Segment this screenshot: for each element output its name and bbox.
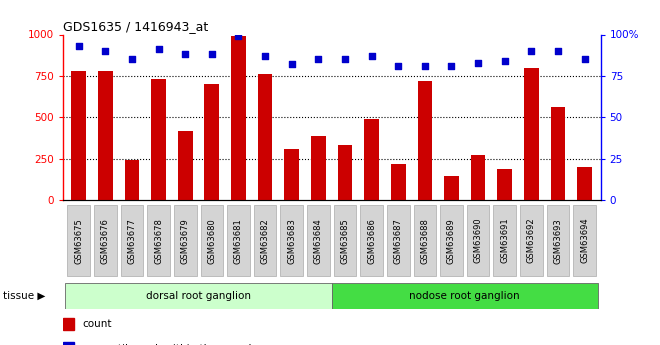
Bar: [231, 36, 246, 200]
FancyBboxPatch shape: [520, 205, 543, 276]
Text: GSM63694: GSM63694: [580, 218, 589, 264]
Point: [153, 47, 164, 52]
Bar: [444, 176, 459, 200]
Bar: [258, 74, 273, 200]
FancyBboxPatch shape: [546, 205, 570, 276]
Bar: [331, 283, 598, 309]
Bar: [338, 145, 352, 200]
Point: [552, 48, 563, 54]
Text: GSM63677: GSM63677: [127, 218, 137, 264]
Text: GSM63686: GSM63686: [367, 218, 376, 264]
Point: [286, 61, 297, 67]
FancyBboxPatch shape: [253, 205, 277, 276]
Bar: [391, 165, 405, 200]
FancyBboxPatch shape: [94, 205, 117, 276]
Text: dorsal root ganglion: dorsal root ganglion: [146, 291, 251, 301]
FancyBboxPatch shape: [440, 205, 463, 276]
Text: GSM63683: GSM63683: [287, 218, 296, 264]
FancyBboxPatch shape: [201, 205, 223, 276]
Point: [473, 60, 483, 66]
Point: [420, 63, 430, 69]
Point: [233, 33, 244, 39]
Point: [366, 53, 377, 59]
Text: GSM63689: GSM63689: [447, 218, 456, 264]
FancyBboxPatch shape: [121, 205, 143, 276]
Bar: [71, 71, 86, 200]
Text: GSM63682: GSM63682: [261, 218, 269, 264]
Bar: [364, 119, 379, 200]
Bar: [418, 81, 432, 200]
Point: [73, 43, 84, 49]
Text: GSM63691: GSM63691: [500, 218, 510, 264]
Text: GSM63693: GSM63693: [554, 218, 562, 264]
Point: [446, 63, 457, 69]
Bar: [63, 342, 74, 345]
Bar: [524, 68, 539, 200]
FancyBboxPatch shape: [360, 205, 383, 276]
Bar: [550, 107, 566, 200]
Bar: [65, 283, 331, 309]
Point: [100, 48, 111, 54]
Text: count: count: [82, 319, 112, 329]
Text: percentile rank within the sample: percentile rank within the sample: [82, 344, 258, 345]
FancyBboxPatch shape: [494, 205, 516, 276]
Bar: [98, 71, 113, 200]
Text: GSM63681: GSM63681: [234, 218, 243, 264]
Bar: [151, 79, 166, 200]
Point: [340, 57, 350, 62]
Point: [313, 57, 323, 62]
FancyBboxPatch shape: [307, 205, 329, 276]
Text: nodose root ganglion: nodose root ganglion: [409, 291, 520, 301]
FancyBboxPatch shape: [334, 205, 356, 276]
Bar: [125, 160, 139, 200]
FancyBboxPatch shape: [387, 205, 410, 276]
Text: GSM63684: GSM63684: [314, 218, 323, 264]
FancyBboxPatch shape: [414, 205, 436, 276]
Bar: [63, 318, 74, 330]
Point: [180, 52, 191, 57]
Bar: [498, 169, 512, 200]
Text: GSM63679: GSM63679: [181, 218, 189, 264]
Text: GSM63692: GSM63692: [527, 218, 536, 264]
FancyBboxPatch shape: [67, 205, 90, 276]
Point: [127, 57, 137, 62]
Text: GSM63688: GSM63688: [420, 218, 430, 264]
Bar: [471, 155, 486, 200]
Text: GDS1635 / 1416943_at: GDS1635 / 1416943_at: [63, 20, 208, 33]
Text: GSM63680: GSM63680: [207, 218, 216, 264]
FancyBboxPatch shape: [280, 205, 303, 276]
Bar: [578, 167, 592, 200]
Point: [500, 58, 510, 64]
FancyBboxPatch shape: [227, 205, 249, 276]
Text: GSM63676: GSM63676: [101, 218, 110, 264]
Text: GSM63687: GSM63687: [394, 218, 403, 264]
FancyBboxPatch shape: [174, 205, 197, 276]
Text: GSM63690: GSM63690: [474, 218, 482, 264]
Point: [393, 63, 403, 69]
Bar: [311, 136, 325, 200]
FancyBboxPatch shape: [147, 205, 170, 276]
Point: [207, 52, 217, 57]
Text: GSM63678: GSM63678: [154, 218, 163, 264]
Point: [260, 53, 271, 59]
Text: GSM63675: GSM63675: [74, 218, 83, 264]
Text: tissue ▶: tissue ▶: [3, 291, 46, 301]
Text: GSM63685: GSM63685: [341, 218, 349, 264]
FancyBboxPatch shape: [574, 205, 596, 276]
FancyBboxPatch shape: [467, 205, 490, 276]
Bar: [205, 84, 219, 200]
Bar: [284, 149, 299, 200]
Point: [579, 57, 590, 62]
Point: [526, 48, 537, 54]
Bar: [178, 131, 193, 200]
